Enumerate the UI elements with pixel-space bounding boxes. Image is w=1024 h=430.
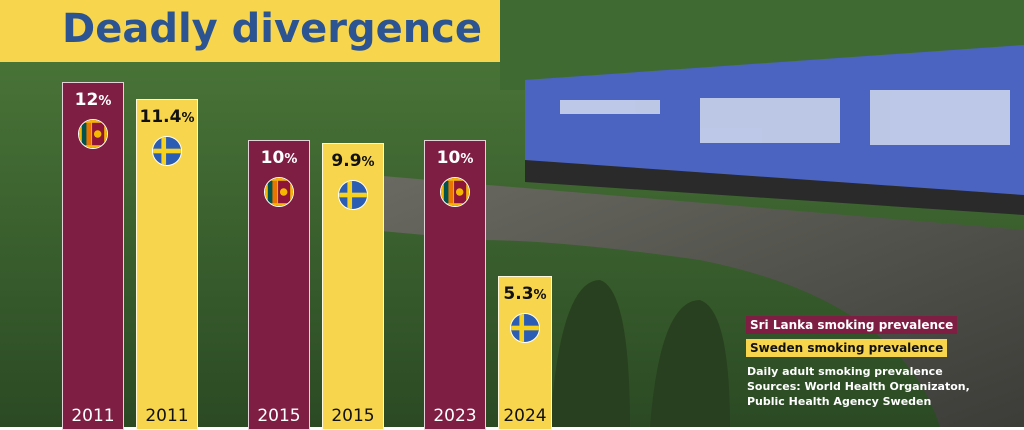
x-tick-label: 2011 <box>145 405 189 426</box>
value-number: 5.3 <box>503 284 534 305</box>
data-label: 9.9% <box>323 150 383 174</box>
bar-sweden-2024: 5.3% 2024 <box>498 276 552 430</box>
value-number: 11.4 <box>139 107 182 128</box>
sweden-flag-icon <box>510 313 540 344</box>
bar-sri-lanka-2011: 12% 2011 <box>62 82 124 430</box>
data-label: 10% <box>249 147 309 171</box>
bar-sweden-2015: 9.9% 2015 <box>322 142 384 430</box>
x-tick-label: 2023 <box>433 406 477 426</box>
bar-sri-lanka-2015: 10% 2015 <box>248 140 310 430</box>
x-tick-label: 2024 <box>503 405 547 426</box>
sri-lanka-flag-icon <box>78 119 108 149</box>
unit-label: % <box>361 154 375 170</box>
data-label: 12% <box>63 89 123 113</box>
legend-sweden: Sweden smoking prevalence <box>746 339 948 357</box>
x-tick-label: 2011 <box>71 406 115 426</box>
sweden-flag-icon <box>338 179 368 210</box>
chart-title: Deadly divergence <box>62 6 483 52</box>
unit-label: % <box>181 111 195 127</box>
value-number: 10 <box>260 148 285 168</box>
unit-label: % <box>284 152 298 167</box>
data-label: 11.4% <box>137 106 197 130</box>
value-number: 9.9 <box>331 150 362 171</box>
unit-label: % <box>460 152 474 167</box>
unit-label: % <box>98 94 112 109</box>
data-label: 5.3% <box>499 283 551 307</box>
note-line: Sources: World Health Organizaton, <box>747 380 970 393</box>
bar-sweden-2011: 11.4% 2011 <box>136 99 198 430</box>
note-line: Daily adult smoking prevalence <box>747 365 943 378</box>
value-number: 12 <box>74 90 99 110</box>
title-banner: Deadly divergence <box>0 0 500 62</box>
sri-lanka-flag-icon <box>440 177 470 207</box>
sweden-flag-icon <box>152 136 182 167</box>
sri-lanka-flag-icon <box>264 177 294 207</box>
legend-sri-lanka: Sri Lanka smoking prevalence <box>746 316 958 334</box>
source-note: Daily adult smoking prevalence Sources: … <box>747 364 970 409</box>
unit-label: % <box>533 288 547 304</box>
x-tick-label: 2015 <box>257 406 301 426</box>
note-line: Public Health Agency Sweden <box>747 395 932 408</box>
bar-sri-lanka-2023: 10% 2023 <box>424 140 486 430</box>
value-number: 10 <box>436 148 461 168</box>
data-label: 10% <box>425 147 485 171</box>
x-tick-label: 2015 <box>331 405 375 426</box>
